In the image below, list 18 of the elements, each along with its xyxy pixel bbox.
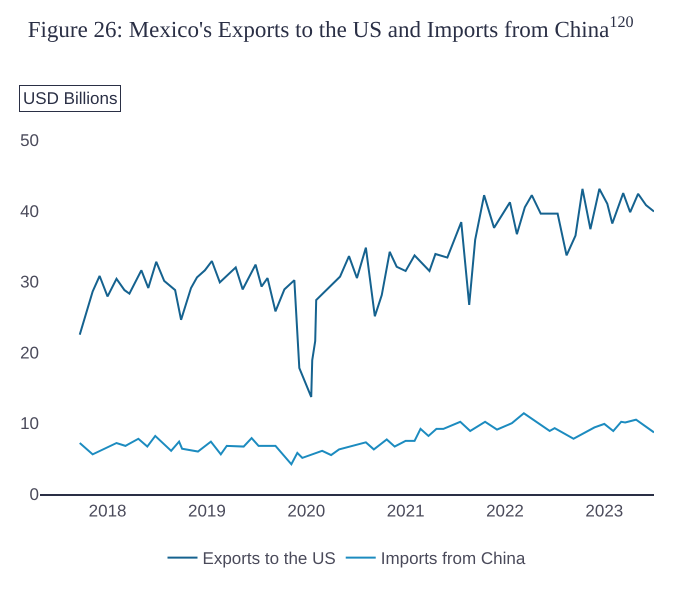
x-tick-label: 2019 <box>188 501 226 520</box>
x-tick-label: 2022 <box>486 501 524 520</box>
line-series <box>78 412 654 466</box>
x-tick-label: 2020 <box>287 501 326 520</box>
y-tick-label: 30 <box>20 272 39 292</box>
x-tick-label: 2018 <box>88 501 126 520</box>
x-tick-label: 2021 <box>386 501 425 520</box>
legend-label: Exports to the US <box>202 549 336 568</box>
line-series <box>78 188 654 398</box>
y-tick-label: 0 <box>30 484 39 504</box>
x-tick-label: 2023 <box>585 501 624 520</box>
y-tick-label: 50 <box>20 130 39 150</box>
legend-label: Imports from China <box>380 549 526 568</box>
y-axis-title: USD Billions <box>23 89 118 108</box>
y-tick-label: 20 <box>20 343 39 362</box>
y-tick-label: 10 <box>20 414 39 434</box>
y-tick-label: 40 <box>20 202 39 221</box>
chart-title: Figure 26: Mexico's Exports to the US and Imports from China$^{120}$ <box>28 14 634 42</box>
